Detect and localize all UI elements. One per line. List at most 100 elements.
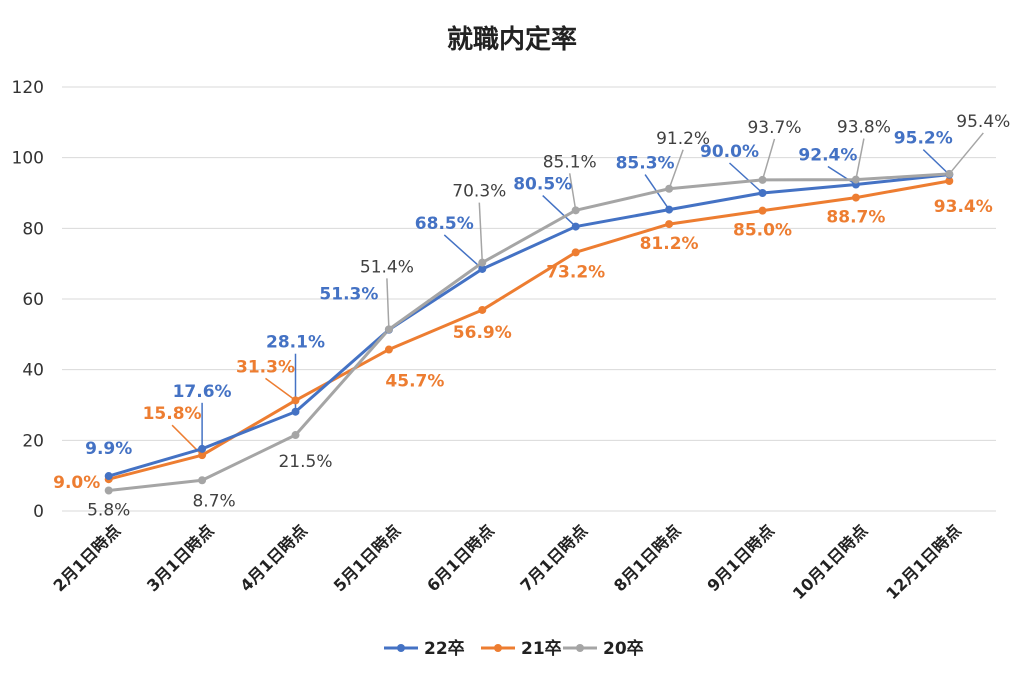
data-label-20卒: 8.7% bbox=[192, 491, 235, 511]
x-tick-label: 4月1日時点 bbox=[236, 521, 310, 595]
data-label-22卒: 95.2% bbox=[894, 129, 953, 149]
label-leader-line bbox=[265, 377, 296, 402]
x-tick-label: 10月1日時点 bbox=[789, 521, 871, 603]
legend-swatch-marker bbox=[576, 644, 584, 652]
data-label-20卒: 85.1% bbox=[543, 152, 597, 172]
series-line-21卒 bbox=[108, 179, 950, 481]
data-point-20卒 bbox=[945, 169, 954, 178]
y-tick-label: 20 bbox=[22, 431, 44, 451]
label-leader-line bbox=[922, 149, 950, 176]
data-point-20卒 bbox=[291, 431, 300, 440]
label-leader-line bbox=[542, 195, 577, 228]
x-tick-label: 7月1日時点 bbox=[517, 521, 591, 595]
data-point-20卒 bbox=[851, 175, 860, 184]
data-label-21卒: 56.9% bbox=[453, 323, 512, 343]
data-label-21卒: 31.3% bbox=[236, 357, 295, 377]
data-label-21卒: 73.2% bbox=[546, 262, 605, 282]
data-label-22卒: 92.4% bbox=[798, 146, 857, 166]
data-label-22卒: 51.3% bbox=[319, 285, 378, 305]
legend-swatch-marker bbox=[494, 644, 502, 652]
data-point-20卒 bbox=[384, 325, 393, 334]
data-label-21卒: 15.8% bbox=[143, 404, 202, 424]
label-leader-line bbox=[948, 132, 984, 175]
data-label-20卒: 5.8% bbox=[87, 501, 130, 521]
data-point-20卒 bbox=[571, 206, 580, 215]
data-label-22卒: 85.3% bbox=[616, 154, 675, 174]
data-point-21卒 bbox=[758, 206, 767, 215]
label-leader-line bbox=[568, 173, 577, 211]
data-point-22卒 bbox=[198, 444, 207, 453]
data-label-22卒: 90.0% bbox=[700, 142, 759, 162]
y-tick-label: 80 bbox=[22, 219, 44, 239]
x-tick-label: 12月1日時点 bbox=[882, 521, 964, 603]
data-point-21卒 bbox=[198, 451, 207, 460]
data-label-21卒: 9.0% bbox=[53, 473, 100, 493]
label-leader-line bbox=[761, 138, 776, 181]
label-leader-line bbox=[443, 234, 483, 270]
x-tick-label: 3月1日時点 bbox=[143, 521, 217, 595]
data-point-22卒 bbox=[104, 472, 113, 481]
data-point-21卒 bbox=[291, 396, 300, 405]
data-point-20卒 bbox=[758, 175, 767, 184]
data-label-21卒: 88.7% bbox=[826, 208, 885, 228]
data-point-22卒 bbox=[571, 222, 580, 231]
x-tick-label: 2月1日時点 bbox=[50, 521, 124, 595]
series-line-20卒 bbox=[108, 172, 950, 492]
data-point-22卒 bbox=[478, 264, 487, 273]
legend-swatch-marker bbox=[397, 644, 405, 652]
y-tick-label: 120 bbox=[12, 78, 44, 98]
label-leader-line bbox=[827, 165, 857, 186]
data-point-21卒 bbox=[851, 193, 860, 202]
data-point-22卒 bbox=[758, 189, 767, 197]
y-tick-label: 0 bbox=[33, 502, 44, 522]
x-tick-label: 5月1日時点 bbox=[330, 521, 404, 595]
data-label-20卒: 21.5% bbox=[278, 452, 332, 472]
data-label-20卒: 51.4% bbox=[360, 257, 414, 277]
data-label-22卒: 17.6% bbox=[173, 382, 232, 402]
y-tick-label: 60 bbox=[22, 290, 44, 310]
data-point-20卒 bbox=[104, 486, 113, 495]
data-label-22卒: 80.5% bbox=[513, 175, 572, 195]
x-tick-label: 8月1日時点 bbox=[610, 521, 684, 595]
data-label-22卒: 28.1% bbox=[266, 333, 325, 353]
data-label-20卒: 91.2% bbox=[656, 129, 710, 149]
y-tick-label: 40 bbox=[22, 361, 44, 381]
data-point-21卒 bbox=[665, 220, 674, 229]
label-leader-line bbox=[668, 149, 684, 190]
leader-layer bbox=[171, 132, 984, 456]
legend-entry-label: 22卒 bbox=[424, 638, 465, 659]
data-label-22卒: 68.5% bbox=[415, 214, 474, 234]
data-point-21卒 bbox=[478, 305, 487, 314]
data-point-21卒 bbox=[571, 248, 580, 257]
y-tick-label: 100 bbox=[12, 149, 44, 169]
label-leader-line bbox=[478, 202, 484, 263]
data-label-21卒: 45.7% bbox=[385, 372, 444, 392]
data-label-21卒: 81.2% bbox=[640, 234, 699, 254]
data-point-22卒 bbox=[291, 407, 300, 416]
data-label-21卒: 85.0% bbox=[733, 221, 792, 241]
series-line-22卒 bbox=[108, 173, 950, 478]
data-label-21卒: 93.4% bbox=[934, 197, 993, 217]
data-point-21卒 bbox=[945, 176, 954, 185]
data-label-20卒: 95.4% bbox=[956, 112, 1010, 132]
legend-entry-label: 20卒 bbox=[603, 638, 644, 659]
data-point-20卒 bbox=[198, 476, 207, 485]
x-tick-label: 6月1日時点 bbox=[423, 521, 497, 595]
chart-title: 就職内定率 bbox=[447, 24, 577, 55]
data-point-20卒 bbox=[478, 258, 487, 267]
data-label-20卒: 93.7% bbox=[747, 118, 801, 138]
data-point-21卒 bbox=[384, 345, 393, 354]
legend-entry-label: 21卒 bbox=[521, 638, 562, 659]
series-layer bbox=[104, 169, 954, 495]
label-layer: 9.9%17.6%28.1%51.3%68.5%80.5%85.3%90.0% 9… bbox=[53, 112, 1010, 521]
legend: 22卒 21卒 20卒 bbox=[384, 638, 644, 659]
data-point-20卒 bbox=[665, 184, 674, 193]
label-leader-line bbox=[728, 162, 764, 194]
data-label-22卒: 9.9% bbox=[85, 439, 132, 459]
label-leader-line bbox=[855, 138, 865, 180]
data-point-22卒 bbox=[665, 205, 674, 214]
data-label-20卒: 70.3% bbox=[452, 182, 506, 202]
label-leader-line bbox=[386, 278, 390, 330]
